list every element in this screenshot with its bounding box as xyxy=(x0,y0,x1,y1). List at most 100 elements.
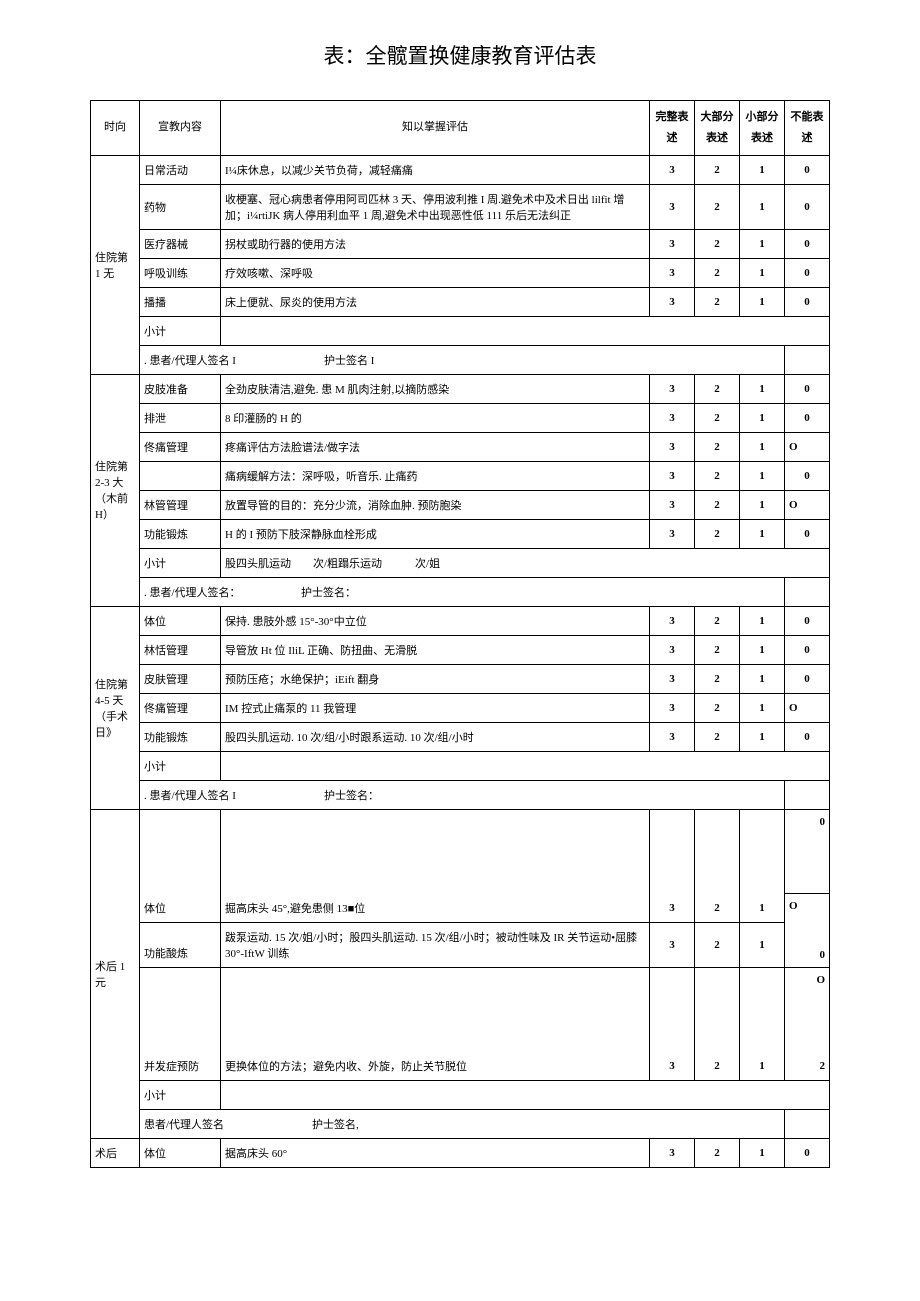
score-cell: 3 xyxy=(650,1052,695,1081)
content-cell: 更换体位的方法；避免内收、外旋，防止关节脱位 xyxy=(221,1052,650,1081)
score-cell: 3 xyxy=(650,664,695,693)
score-cell: 2 xyxy=(695,403,740,432)
table-header: 时向 宣教内容 知以掌握评估 完整表述 大部分表述 小部分表述 不能表述 xyxy=(91,101,830,156)
topic-cell: 日常活动 xyxy=(140,155,221,184)
content-cell xyxy=(221,809,650,894)
score-cell: 0 xyxy=(785,287,830,316)
table-row: O xyxy=(91,967,830,1052)
topic-cell: 排泄 xyxy=(140,403,221,432)
score-cell: 2 xyxy=(695,1138,740,1167)
signature-blank xyxy=(785,345,830,374)
score-cell: 3 xyxy=(650,374,695,403)
table-row: 林管管理 放置导管的目的：充分少流，消除血肿. 预防胞染 3 2 1 O xyxy=(91,490,830,519)
score-cell: 2 xyxy=(695,490,740,519)
score-cell: 3 xyxy=(650,606,695,635)
signature-cell: . 患者/代理人签名 I 护士签名 I xyxy=(140,345,785,374)
topic-cell xyxy=(140,809,221,894)
hdr-topic: 宣教内容 xyxy=(140,101,221,156)
score-cell: 3 xyxy=(650,922,695,967)
subtotal-blank xyxy=(221,751,830,780)
score-cell: 0 xyxy=(785,722,830,751)
page-title: 表：全髋置换健康教育评估表 xyxy=(90,40,830,70)
table-row: 住院第 2-3 大 （木前 H） 皮肢准备 全劲皮肤清洁,避免. 患 M 肌肉注… xyxy=(91,374,830,403)
content-cell: 放置导管的目的：充分少流，消除血肿. 预防胞染 xyxy=(221,490,650,519)
score-cell: 2 xyxy=(695,894,740,923)
topic-cell xyxy=(140,461,221,490)
score-cell: 0 xyxy=(785,809,830,894)
content-cell: 床上便就、尿炎的使用方法 xyxy=(221,287,650,316)
score-cell: 3 xyxy=(650,490,695,519)
score-cell: 3 xyxy=(650,461,695,490)
score-cell: 0 xyxy=(785,258,830,287)
score-cell: 1 xyxy=(740,922,785,967)
score-cell: 0 xyxy=(785,606,830,635)
score-cell: 0 xyxy=(785,461,830,490)
score-cell: 3 xyxy=(650,519,695,548)
time-cell: 住院第 2-3 大 （木前 H） xyxy=(91,374,140,606)
score-cell: 1 xyxy=(740,635,785,664)
score-cell: 2 xyxy=(695,229,740,258)
hdr-time: 时向 xyxy=(91,101,140,156)
topic-cell: 功能锻炼 xyxy=(140,722,221,751)
content-cell: 保持. 患肢外感 15°-30°中立位 xyxy=(221,606,650,635)
score-cell: O xyxy=(785,693,830,722)
topic-cell: 药物 xyxy=(140,184,221,229)
score-cell: 3 xyxy=(650,1138,695,1167)
score-cell: 0 xyxy=(785,1138,830,1167)
score-cell: 0 xyxy=(785,403,830,432)
score-cell: 1 xyxy=(740,432,785,461)
content-cell: 疗效咳嗽、深呼吸 xyxy=(221,258,650,287)
topic-cell: 佟痛管理 xyxy=(140,432,221,461)
score-cell: 2 xyxy=(695,155,740,184)
score-cell: 1 xyxy=(740,1052,785,1081)
score-cell: 3 xyxy=(650,229,695,258)
score-cell: 3 xyxy=(650,258,695,287)
table-row: 佟痛管理 疼痛评估方法脸谱法/做字法 3 2 1 O xyxy=(91,432,830,461)
score-cell: 1 xyxy=(740,184,785,229)
score-cell: 1 xyxy=(740,1138,785,1167)
time-cell: 术后 1 元 xyxy=(91,809,140,1138)
content-cell: 跋泵运动. 15 次/姐/小时；股四头肌运动. 15 次/组/小时；被动性味及 … xyxy=(221,922,650,967)
content-cell: 导管放 Ht 位 IliL 正确、防扭曲、无滑脱 xyxy=(221,635,650,664)
table-row: 呼吸训练 疗效咳嗽、深呼吸 3 2 1 0 xyxy=(91,258,830,287)
table-row: 功能酸炼 跋泵运动. 15 次/姐/小时；股四头肌运动. 15 次/组/小时；被… xyxy=(91,922,830,967)
signature-row: . 患者/代理人签名 I 护士签名 I xyxy=(91,345,830,374)
score-cell: 3 xyxy=(650,287,695,316)
signature-row: . 患者/代理人签名： 护士签名： xyxy=(91,577,830,606)
score-cell: O xyxy=(785,490,830,519)
table-row: 术后 1 元 0 xyxy=(91,809,830,894)
score-cell: 0 xyxy=(785,664,830,693)
score-cell xyxy=(650,967,695,1052)
content-cell xyxy=(221,967,650,1052)
score-cell: 2 xyxy=(695,461,740,490)
score-cell: 3 xyxy=(650,693,695,722)
score-cell xyxy=(695,809,740,894)
score-cell: 0 xyxy=(785,635,830,664)
score-cell: 2 xyxy=(695,606,740,635)
hdr-s1: 小部分表述 xyxy=(740,101,785,156)
score-cell: 2 xyxy=(695,635,740,664)
score-cell: 2 xyxy=(695,722,740,751)
score-cell: 0 xyxy=(785,184,830,229)
score-cell xyxy=(650,809,695,894)
score-cell: 1 xyxy=(740,519,785,548)
score-cell: 1 xyxy=(740,664,785,693)
signature-row: . 患者/代理人签名 I 护士签名： xyxy=(91,780,830,809)
content-cell: 全劲皮肤清洁,避免. 患 M 肌肉注射,以摘防感染 xyxy=(221,374,650,403)
subtotal-label: 小计 xyxy=(140,1080,221,1109)
score-cell: 3 xyxy=(650,722,695,751)
content-cell: 疼痛评估方法脸谱法/做字法 xyxy=(221,432,650,461)
content-cell: I¼床休息，以减少关节负荷，减轻痛痛 xyxy=(221,155,650,184)
score-cell: 1 xyxy=(740,894,785,923)
score-cell: 2 xyxy=(695,922,740,967)
subtotal-row: 小计 xyxy=(91,751,830,780)
score-cell: 1 xyxy=(740,287,785,316)
subtotal-row: 小计 xyxy=(91,316,830,345)
score-cell: 1 xyxy=(740,606,785,635)
score-cell: 2 xyxy=(695,664,740,693)
score-cell: 0 xyxy=(785,519,830,548)
subtotal-blank xyxy=(221,316,830,345)
topic-cell: 林管管理 xyxy=(140,490,221,519)
topic-cell: 皮肢准备 xyxy=(140,374,221,403)
score-cell: 2 xyxy=(695,432,740,461)
